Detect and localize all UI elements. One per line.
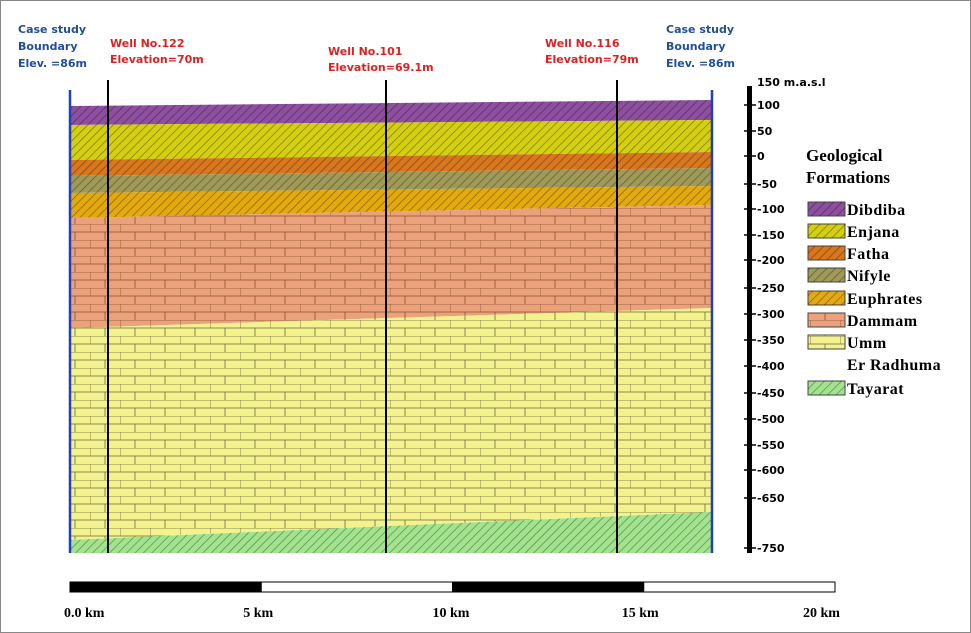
scale-tick-label: -450 — [757, 387, 785, 400]
legend-label: Er Radhuma — [847, 357, 941, 374]
scale-unit: 150 m.a.s.l — [757, 76, 826, 89]
scale-tick-label: -200 — [757, 254, 785, 267]
well-elevation: Elevation=69.1m — [328, 61, 434, 74]
legend-label: Enjana — [847, 224, 900, 241]
scale-tick-label: -600 — [757, 464, 785, 477]
boundary-label: Boundary — [666, 40, 726, 53]
boundary-label: Case study — [666, 23, 734, 36]
scale-tick-label: -550 — [757, 439, 785, 452]
well-name: Well No.122 — [110, 37, 184, 50]
distance-bar-segment — [69, 581, 262, 593]
scale-tick-label: -150 — [757, 229, 785, 242]
legend-swatch-pattern — [808, 335, 845, 349]
well-name: Well No.116 — [545, 37, 620, 50]
legend-swatch-pattern — [808, 224, 845, 238]
well-elevation: Elevation=70m — [110, 53, 204, 66]
legend-label: Umm — [847, 335, 887, 352]
well-name: Well No.101 — [328, 45, 402, 58]
formation-pattern — [70, 168, 712, 193]
distance-label: 15 km — [622, 606, 659, 621]
legend-swatch-pattern — [808, 246, 845, 260]
legend-label: Fatha — [847, 246, 890, 263]
legend-label: Dibdiba — [847, 202, 906, 219]
ground-base — [70, 553, 712, 579]
legend-swatch-pattern — [808, 268, 845, 282]
scale-tick-label: 50 — [757, 125, 773, 138]
boundary-label: Case study — [18, 23, 86, 36]
scale-tick-label: -50 — [757, 178, 777, 191]
boundary-label: Elev. =86m — [666, 57, 735, 70]
formation-pattern — [70, 186, 712, 218]
formation-pattern — [70, 120, 712, 160]
boundary-label: Boundary — [18, 40, 78, 53]
distance-bar-segment — [452, 581, 645, 593]
legend-label: Tayarat — [847, 381, 904, 398]
distance-label: 20 km — [803, 606, 840, 621]
legend-title: Formations — [806, 168, 890, 187]
legend-label: Dammam — [847, 313, 918, 330]
distance-bar-segment — [643, 581, 836, 593]
scale-tick-label: -350 — [757, 334, 785, 347]
scale-tick-label: 0 — [757, 150, 765, 163]
legend-label: Nifyle — [847, 268, 891, 285]
formation-pattern — [70, 308, 712, 540]
well-elevation: Elevation=79m — [545, 53, 639, 66]
legend-label: Euphrates — [847, 291, 923, 308]
distance-label: 10 km — [433, 606, 470, 621]
legend-swatch-pattern — [808, 313, 845, 327]
scale-tick-label: -100 — [757, 203, 785, 216]
legend-swatch-pattern — [808, 381, 845, 395]
distance-label: 0.0 km — [64, 606, 105, 621]
legend-title: Geological — [806, 146, 883, 165]
legend-swatch-pattern — [808, 291, 845, 305]
scale-tick-label: 100 — [757, 99, 780, 112]
distance-label: 5 km — [243, 606, 273, 621]
scale-tick-label: -300 — [757, 308, 785, 321]
boundary-label: Elev. =86m — [18, 57, 87, 70]
scale-tick-label: -500 — [757, 413, 785, 426]
scale-tick-label: -650 — [757, 492, 785, 505]
legend-swatch-pattern — [808, 202, 845, 216]
scale-tick-label: -250 — [757, 282, 785, 295]
scale-tick-label: -400 — [757, 360, 785, 373]
distance-bar-segment — [260, 581, 453, 593]
scale-tick-label: -750 — [757, 542, 785, 555]
scale-axis — [747, 86, 752, 553]
formation-pattern — [70, 100, 712, 125]
formation-pattern — [70, 512, 712, 553]
formation-pattern — [70, 205, 712, 328]
